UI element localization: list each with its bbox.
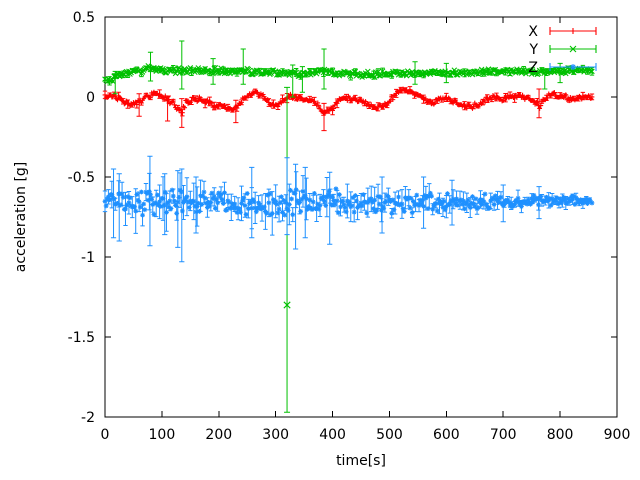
- y-axis-label: acceleration [g]: [13, 162, 29, 273]
- y-tick-label: -2: [81, 410, 95, 426]
- x-tick-label: 300: [262, 427, 289, 443]
- x-tick-label: 100: [149, 427, 176, 443]
- x-tick-label: 200: [205, 427, 232, 443]
- y-tick-label: -0.5: [68, 170, 95, 186]
- legend-label-X: X: [528, 24, 538, 40]
- legend-sample-Z: [549, 63, 597, 71]
- x-tick-label: 500: [376, 427, 403, 443]
- axis-ticks: [104, 16, 618, 418]
- legend-sample-Y: [549, 45, 597, 53]
- x-tick-label: 0: [101, 427, 110, 443]
- x-tick-label: 900: [604, 427, 631, 443]
- legend-label-Z: Z: [528, 60, 538, 76]
- y-tick-label: -1.5: [68, 330, 95, 346]
- y-tick-label: -1: [81, 250, 95, 266]
- series-Y-points: [102, 63, 595, 309]
- x-tick-label: 600: [433, 427, 460, 443]
- x-tick-label: 400: [319, 427, 346, 443]
- legend-sample-X: [549, 27, 597, 35]
- legend-label-Y: Y: [528, 42, 538, 58]
- plot-border: [104, 16, 618, 418]
- y-tick-label: 0.5: [73, 10, 95, 26]
- x-tick-label: 700: [490, 427, 517, 443]
- x-tick-label: 800: [547, 427, 574, 443]
- x-axis-label: time[s]: [336, 453, 386, 469]
- y-tick-label: 0: [86, 90, 95, 106]
- series-X-points: [102, 86, 595, 116]
- series-Z-points: [102, 186, 595, 218]
